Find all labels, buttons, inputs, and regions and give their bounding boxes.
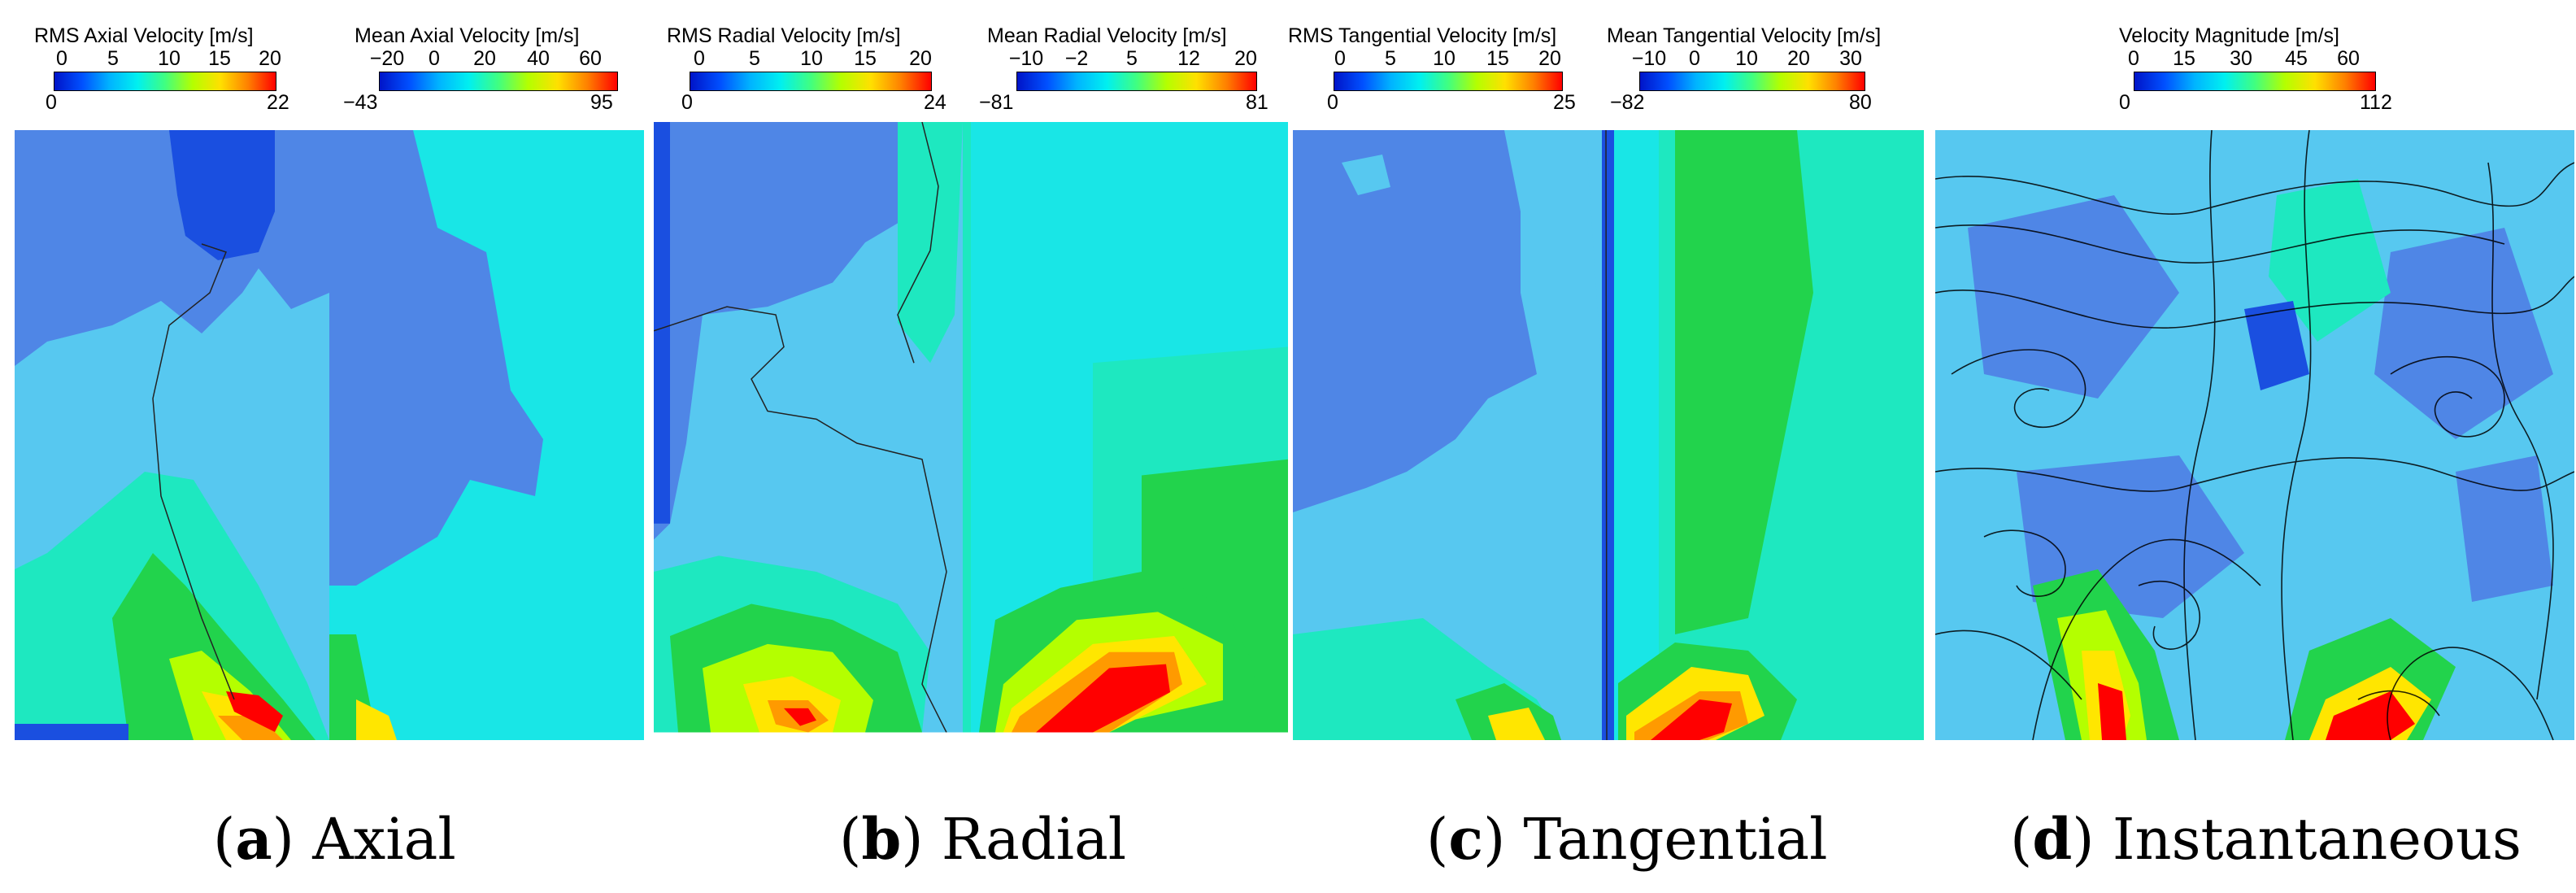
tick-label: 5 [1126, 47, 1138, 70]
colorbar-min: −82 [1610, 91, 1645, 114]
tick-label: −20 [369, 47, 405, 70]
tick-label: 45 [2285, 47, 2308, 70]
colorbar-min: −43 [343, 91, 378, 114]
tick-label: 30 [1839, 47, 1862, 70]
panel-axial: RMS Axial Velocity [m/s] 0 5 10 15 20 0 … [0, 0, 644, 893]
tick-label: 5 [107, 47, 119, 70]
colorbar-gradient [1639, 72, 1865, 91]
colorbar-title: RMS Axial Velocity [m/s] [34, 24, 254, 47]
tick-label: 20 [1787, 47, 1810, 70]
colorbar-max: 25 [1553, 91, 1576, 114]
colorbar-title: RMS Radial Velocity [m/s] [667, 24, 901, 47]
tick-label: 10 [1735, 47, 1758, 70]
tick-label: 5 [749, 47, 760, 70]
caption-axial: (a) Axial [213, 805, 456, 873]
colorbar-max: 80 [1849, 91, 1872, 114]
tick-label: 15 [208, 47, 231, 70]
tick-label: 0 [429, 47, 440, 70]
tick-label: 20 [1234, 47, 1257, 70]
colorbar-title: Mean Tangential Velocity [m/s] [1607, 24, 1882, 47]
colorbar-title: RMS Tangential Velocity [m/s] [1288, 24, 1557, 47]
tick-label: −10 [1631, 47, 1667, 70]
colorbar-title: Mean Radial Velocity [m/s] [987, 24, 1227, 47]
tick-label: −2 [1064, 47, 1089, 70]
contour-plot-tangential [1293, 130, 1924, 773]
tick-label: 10 [800, 47, 823, 70]
tick-label: 0 [2128, 47, 2139, 70]
colorbar-min: −81 [979, 91, 1014, 114]
tick-label: 10 [1433, 47, 1456, 70]
tick-label: 20 [1538, 47, 1561, 70]
colorbar-max: 112 [2360, 91, 2392, 114]
panel-instantaneous: Velocity Magnitude [m/s] 0 15 30 45 60 0… [1932, 0, 2576, 893]
tick-label: −10 [1008, 47, 1044, 70]
colorbar-gradient [690, 72, 932, 91]
tick-label: 20 [259, 47, 281, 70]
tick-label: 15 [854, 47, 877, 70]
colorbar-gradient [2134, 72, 2376, 91]
colorbar-gradient [379, 72, 618, 91]
colorbar-title: Velocity Magnitude [m/s] [2119, 24, 2339, 47]
tick-label: 0 [1334, 47, 1346, 70]
colorbar-min: 0 [1327, 91, 1338, 114]
caption-radial: (b) Radial [839, 805, 1127, 873]
streamline-plot-instantaneous [1935, 130, 2574, 773]
tick-label: 0 [56, 47, 67, 70]
tick-label: 40 [527, 47, 550, 70]
tick-label: 15 [1486, 47, 1509, 70]
colorbar-max: 95 [590, 91, 613, 114]
tick-label: 60 [579, 47, 602, 70]
panel-radial: RMS Radial Velocity [m/s] 0 5 10 15 20 0… [644, 0, 1288, 893]
colorbar-gradient [1334, 72, 1563, 91]
caption-instantaneous: (d) Instantaneous [2010, 805, 2522, 873]
colorbar-max: 81 [1246, 91, 1268, 114]
tick-label: 60 [2337, 47, 2360, 70]
tick-label: 15 [2173, 47, 2195, 70]
tick-label: 10 [158, 47, 181, 70]
colorbar-max: 22 [267, 91, 289, 114]
contour-plot-axial [15, 130, 644, 773]
tick-label: 0 [1689, 47, 1700, 70]
colorbar-title: Mean Axial Velocity [m/s] [355, 24, 580, 47]
colorbar-min: 0 [46, 91, 57, 114]
colorbar-min: 0 [2119, 91, 2130, 114]
tick-label: 20 [473, 47, 496, 70]
colorbar-max: 24 [924, 91, 946, 114]
tick-label: 12 [1177, 47, 1200, 70]
tick-label: 20 [909, 47, 932, 70]
caption-tangential: (c) Tangential [1426, 805, 1828, 873]
tick-label: 0 [694, 47, 705, 70]
contour-plot-radial [654, 122, 1288, 764]
colorbar-gradient [54, 72, 276, 91]
tick-label: 5 [1385, 47, 1396, 70]
colorbar-gradient [1016, 72, 1257, 91]
panel-tangential: RMS Tangential Velocity [m/s] 0 5 10 15 … [1288, 0, 1932, 893]
tick-label: 30 [2230, 47, 2252, 70]
colorbar-min: 0 [681, 91, 693, 114]
